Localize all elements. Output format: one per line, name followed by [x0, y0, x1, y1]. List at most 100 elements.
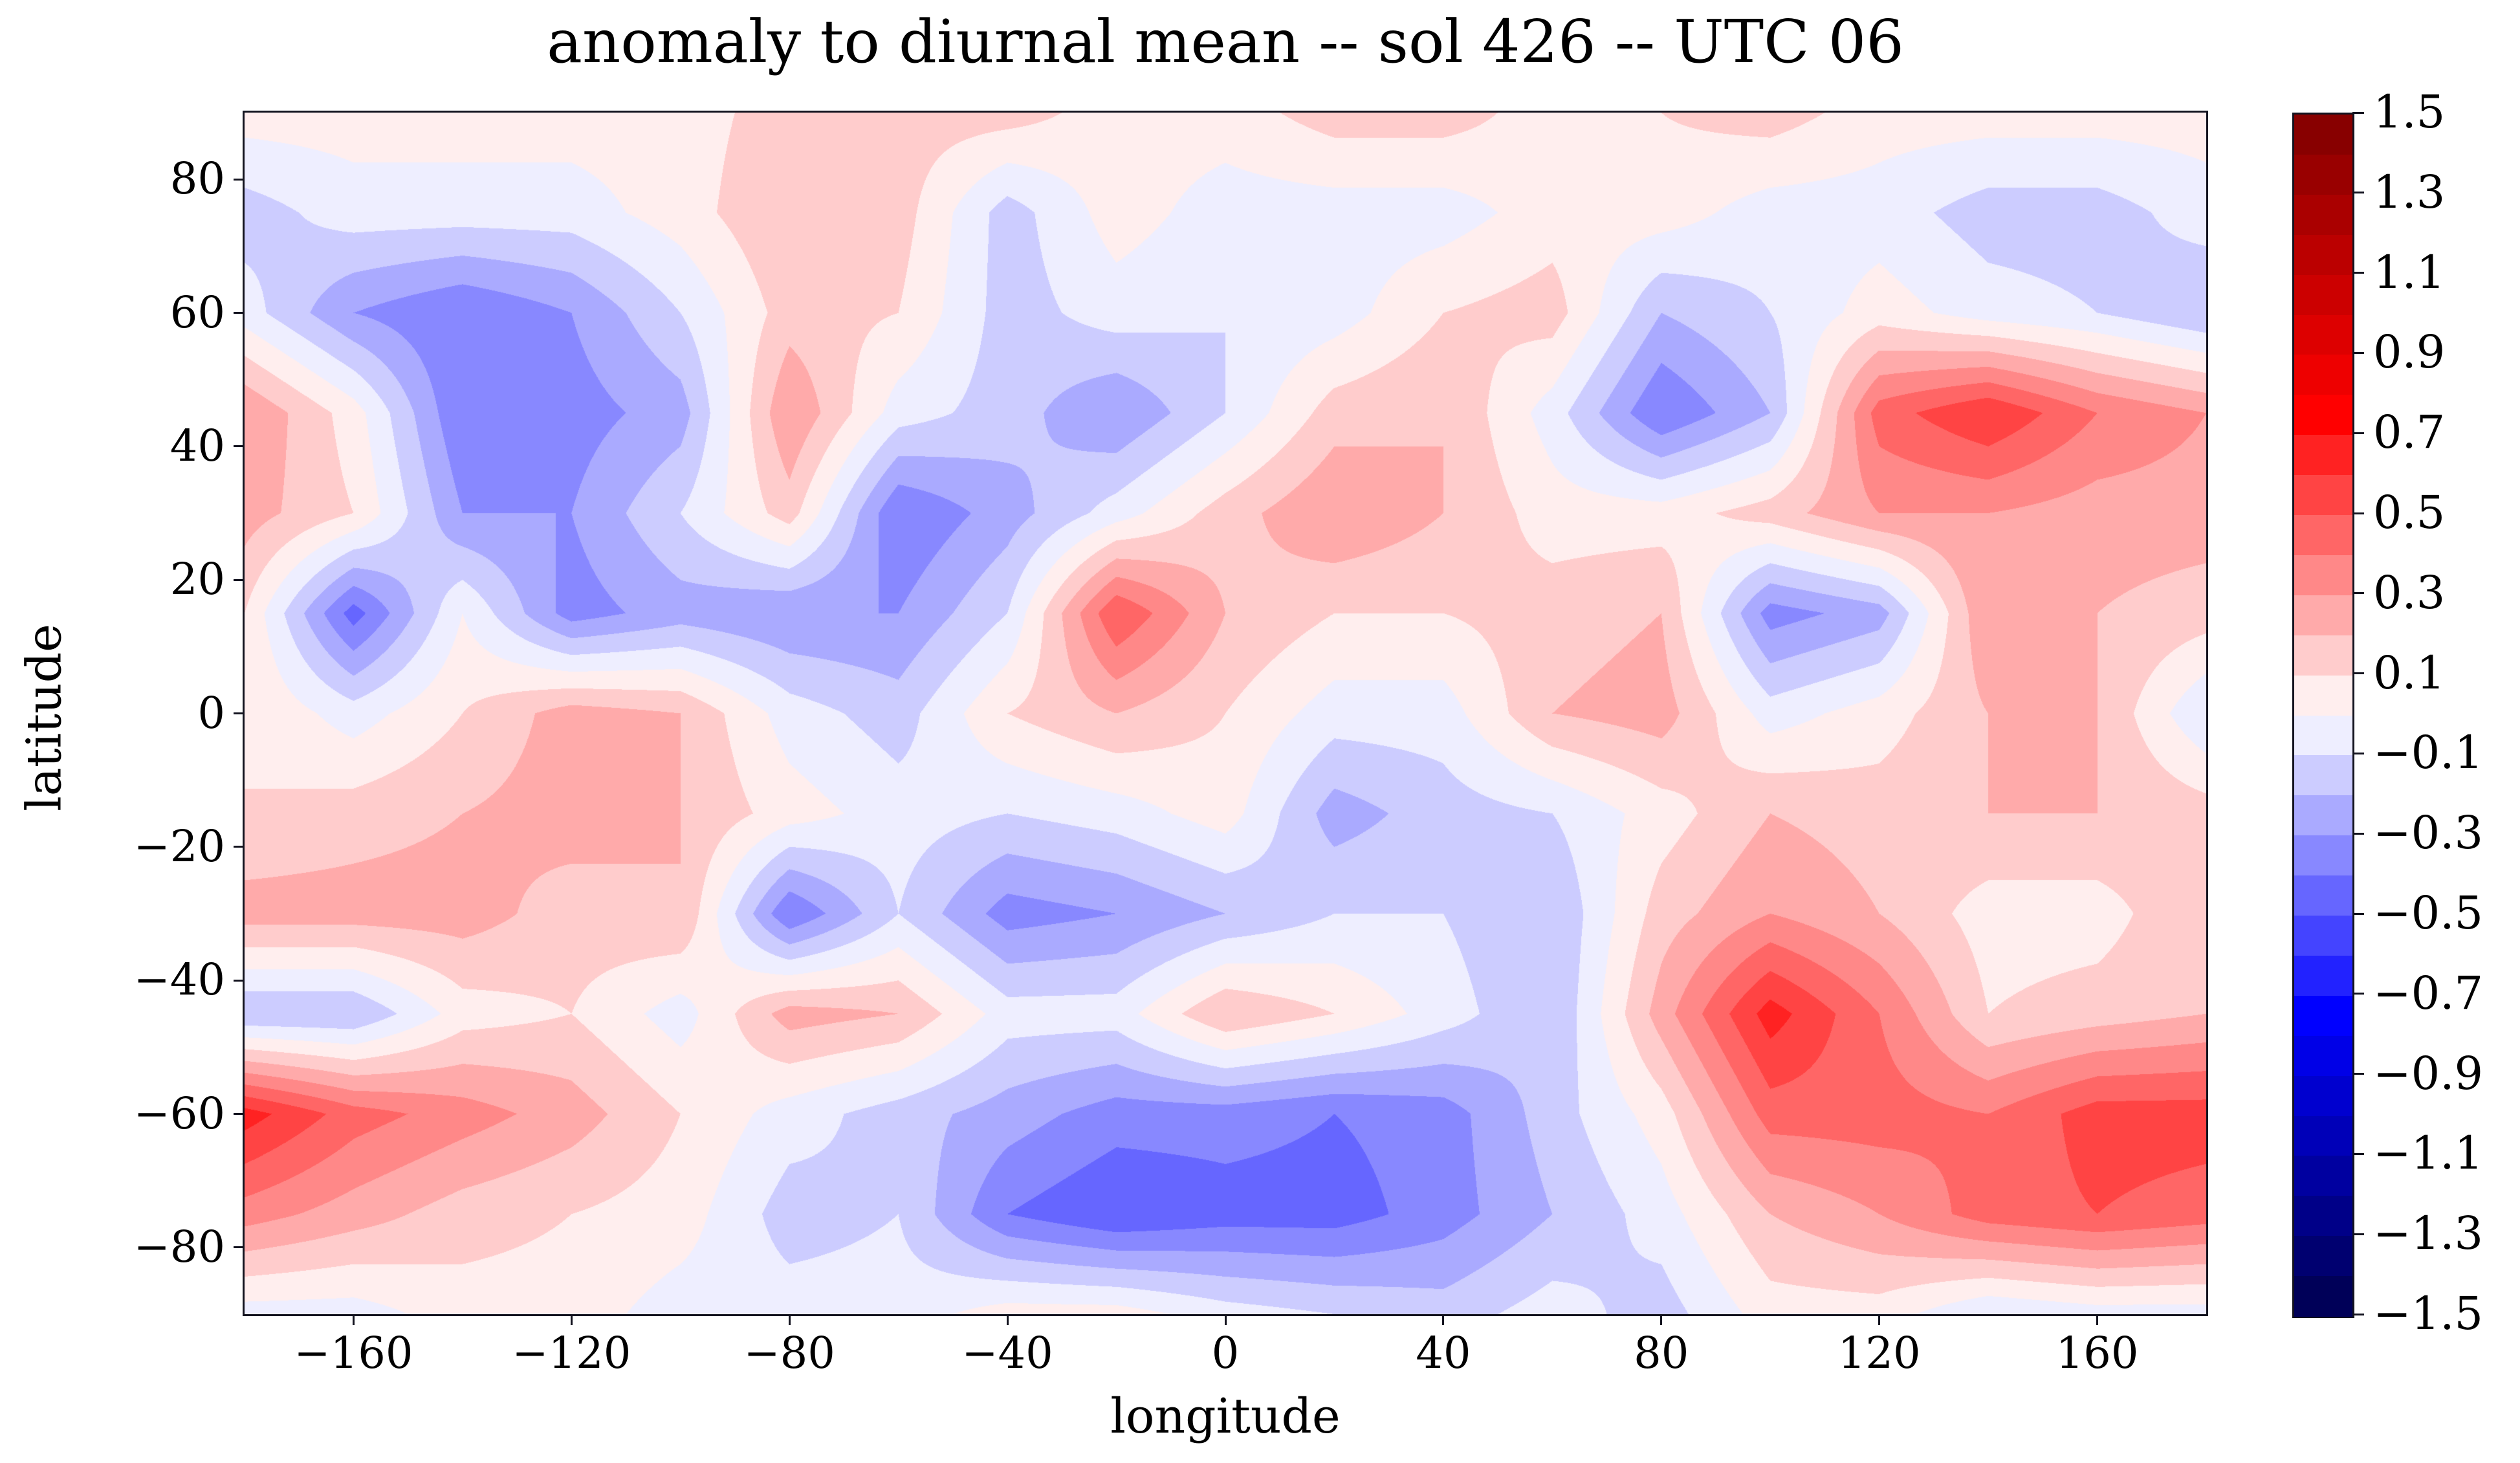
x-axis-label: longitude — [1110, 1389, 1341, 1444]
colorbar-tick-label: 0.5 — [2373, 486, 2446, 539]
colorbar-tick-mark — [2352, 592, 2364, 595]
colorbar-tick-label: 0.3 — [2373, 566, 2446, 619]
colorbar-segment — [2294, 875, 2352, 916]
y-axis-label: latitude — [16, 624, 72, 811]
colorbar-segment — [2294, 154, 2352, 195]
contour-plot-area — [245, 113, 2206, 1314]
colorbar-tick-label: −0.3 — [2373, 806, 2483, 860]
colorbar-segment — [2294, 115, 2352, 155]
colorbar-tick-mark — [2352, 272, 2364, 274]
colorbar-tick-label: 1.5 — [2373, 85, 2446, 138]
colorbar-segment — [2294, 1196, 2352, 1237]
colorbar-tick-mark — [2352, 672, 2364, 675]
colorbar-tick-label: 1.3 — [2373, 165, 2446, 219]
colorbar-segment — [2294, 355, 2352, 395]
colorbar-segment — [2294, 835, 2352, 876]
y-tick-label: 80 — [170, 153, 225, 204]
colorbar-segment — [2294, 795, 2352, 836]
colorbar-tick-label: −1.5 — [2373, 1287, 2483, 1340]
colorbar-tick-mark — [2352, 1233, 2364, 1235]
colorbar-segment — [2294, 1035, 2352, 1077]
colorbar-tick-label: 0.7 — [2373, 406, 2446, 459]
colorbar-tick-mark — [2352, 912, 2364, 915]
colorbar-segment — [2294, 1075, 2352, 1117]
colorbar-segment — [2294, 715, 2352, 756]
x-tick-label: 120 — [1837, 1328, 1921, 1378]
colorbar-segment — [2294, 274, 2352, 316]
colorbar-segment — [2294, 1156, 2352, 1196]
colorbar-segment — [2294, 314, 2352, 355]
colorbar-tick-mark — [2352, 832, 2364, 835]
x-tick-mark — [570, 1314, 573, 1325]
colorbar-tick-label: −0.9 — [2373, 1046, 2483, 1100]
colorbar-tick-label: −0.7 — [2373, 966, 2483, 1020]
y-tick-mark — [234, 1113, 245, 1115]
y-tick-label: −60 — [133, 1088, 225, 1139]
colorbar-segment — [2294, 1236, 2352, 1277]
colorbar-tick-label: −0.1 — [2373, 726, 2483, 780]
x-tick-mark — [1442, 1314, 1445, 1325]
colorbar-segment — [2294, 1276, 2352, 1317]
x-tick-mark — [1224, 1314, 1227, 1325]
y-tick-mark — [234, 445, 245, 448]
y-tick-label: 20 — [170, 554, 225, 605]
colorbar-segment — [2294, 234, 2352, 276]
y-tick-mark — [234, 712, 245, 714]
y-tick-mark — [234, 178, 245, 181]
colorbar-tick-mark — [2352, 1073, 2364, 1075]
x-tick-label: 160 — [2055, 1328, 2139, 1378]
colorbar-segment — [2294, 916, 2352, 956]
colorbar-tick-mark — [2352, 752, 2364, 754]
x-tick-mark — [1006, 1314, 1009, 1325]
x-tick-label: 40 — [1416, 1328, 1471, 1378]
colorbar-tick-mark — [2352, 512, 2364, 514]
x-tick-mark — [788, 1314, 791, 1325]
colorbar-segment — [2294, 955, 2352, 996]
x-tick-mark — [1878, 1314, 1881, 1325]
colorbar — [2292, 113, 2354, 1318]
x-tick-mark — [1660, 1314, 1663, 1325]
x-tick-label: −80 — [743, 1328, 835, 1378]
y-tick-mark — [234, 312, 245, 314]
anomaly-map-canvas — [245, 113, 2206, 1314]
colorbar-segment — [2294, 515, 2352, 556]
colorbar-tick-mark — [2352, 993, 2364, 995]
y-tick-label: −40 — [133, 954, 225, 1006]
x-tick-label: −160 — [294, 1328, 413, 1378]
colorbar-segment — [2294, 395, 2352, 435]
colorbar-segment — [2294, 595, 2352, 636]
y-tick-mark — [234, 979, 245, 982]
colorbar-segment — [2294, 995, 2352, 1037]
colorbar-tick-mark — [2352, 111, 2364, 114]
y-tick-label: −80 — [133, 1221, 225, 1272]
colorbar-segment — [2294, 435, 2352, 476]
y-tick-label: 60 — [170, 287, 225, 338]
colorbar-segment — [2294, 755, 2352, 796]
x-tick-label: 0 — [1211, 1328, 1240, 1378]
colorbar-tick-label: −1.3 — [2373, 1207, 2483, 1260]
x-tick-label: −120 — [512, 1328, 631, 1378]
y-tick-mark — [234, 1246, 245, 1249]
x-tick-mark — [2096, 1314, 2099, 1325]
colorbar-segment — [2294, 555, 2352, 596]
y-tick-label: 40 — [170, 420, 225, 471]
colorbar-tick-mark — [2352, 432, 2364, 434]
y-tick-label: −20 — [133, 820, 225, 872]
colorbar-tick-mark — [2352, 1313, 2364, 1315]
colorbar-tick-mark — [2352, 351, 2364, 354]
colorbar-tick-label: 1.1 — [2373, 245, 2446, 299]
page-title: anomaly to diurnal mean -- sol 426 -- UT… — [547, 7, 1904, 76]
y-tick-mark — [234, 578, 245, 581]
colorbar-segment — [2294, 1116, 2352, 1156]
colorbar-segment — [2294, 194, 2352, 236]
colorbar-tick-label: −1.1 — [2373, 1127, 2483, 1180]
y-tick-mark — [234, 846, 245, 848]
colorbar-tick-mark — [2352, 1152, 2364, 1155]
colorbar-tick-label: −0.5 — [2373, 886, 2483, 940]
colorbar-segment — [2294, 675, 2352, 716]
colorbar-segment — [2294, 635, 2352, 676]
colorbar-segment — [2294, 475, 2352, 516]
x-tick-mark — [352, 1314, 355, 1325]
colorbar-tick-mark — [2352, 192, 2364, 194]
colorbar-tick-label: 0.9 — [2373, 325, 2446, 379]
